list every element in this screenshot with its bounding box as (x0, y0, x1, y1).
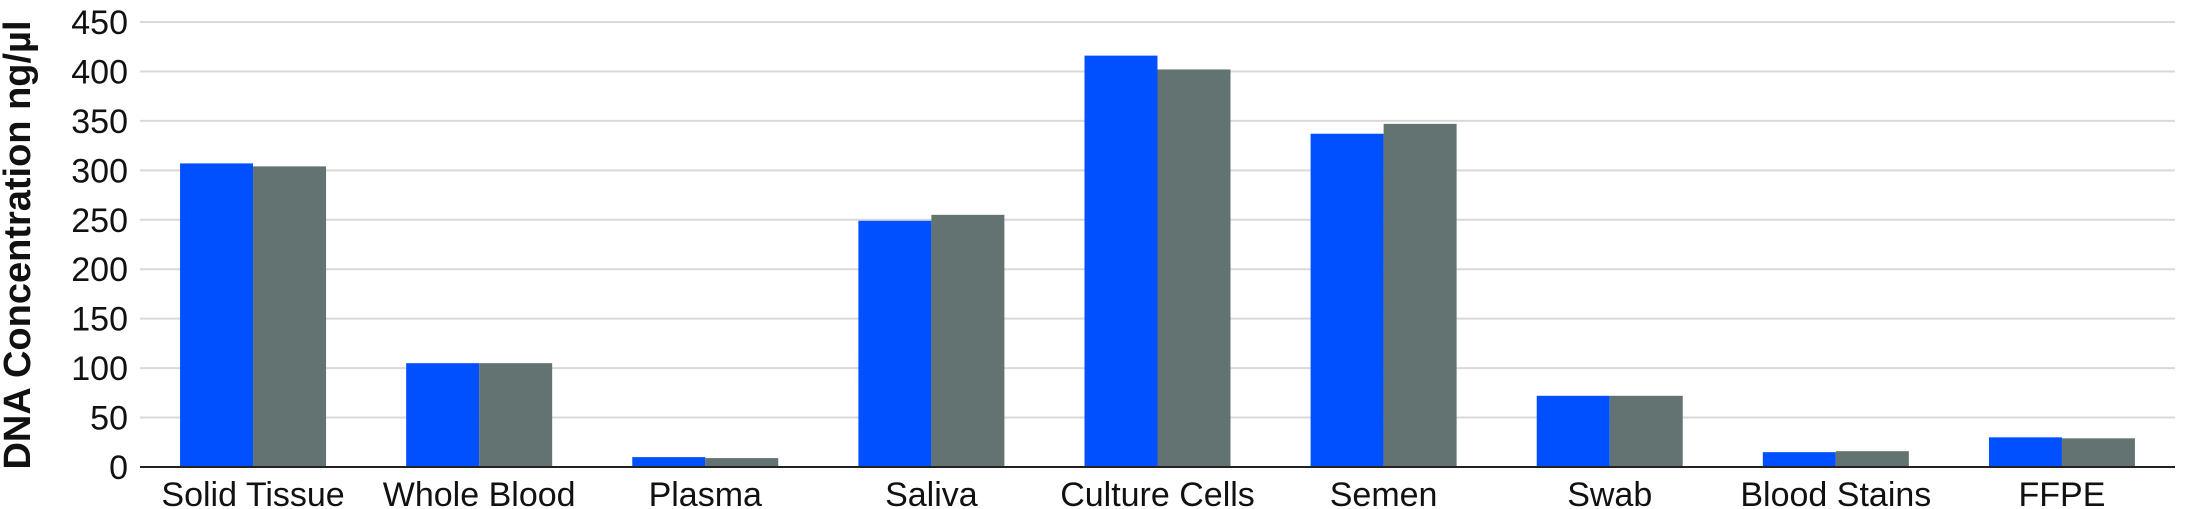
bar-series-1 (1762, 452, 1836, 467)
bar-series-1 (406, 363, 480, 467)
bar-series-1 (180, 163, 254, 467)
x-tick-label: Solid Tissue (161, 476, 344, 509)
y-tick-label: 0 (109, 449, 128, 487)
bar-series-1 (1536, 395, 1610, 467)
x-tick-label: Semen (1330, 476, 1438, 509)
y-tick-label: 150 (71, 301, 128, 339)
x-tick-label: FFPE (2018, 476, 2105, 509)
y-tick-label: 450 (71, 4, 128, 42)
x-tick-label: Culture Cells (1060, 476, 1255, 509)
y-tick-label: 300 (71, 152, 128, 190)
y-tick-label: 350 (71, 103, 128, 141)
y-axis-title: DNA Concentration ng/µl (0, 20, 39, 469)
bar-series-2 (1609, 395, 1683, 467)
bar-series-1 (858, 220, 932, 467)
bar-series-2 (1383, 123, 1457, 467)
bar-series-1 (632, 457, 706, 467)
x-tick-label: Saliva (885, 476, 978, 509)
y-tick-label: 200 (71, 251, 128, 289)
x-tick-label: Plasma (649, 476, 762, 509)
bar-series-2 (1157, 69, 1231, 467)
x-tick-label: Blood Stains (1740, 476, 1931, 509)
y-tick-label: 100 (71, 350, 128, 388)
bar-series-2 (705, 458, 779, 467)
bar-series-2 (1835, 451, 1909, 467)
y-tick-label: 50 (90, 400, 128, 438)
y-tick-labels: 0 50 100 150 200 250 300 350 400 450 (71, 4, 128, 487)
bar-series-2 (253, 166, 327, 467)
y-tick-label: 250 (71, 202, 128, 240)
bar-series-1 (1988, 437, 2062, 467)
bar-series-2 (2061, 438, 2135, 467)
bar-series-2 (479, 363, 553, 467)
x-tick-label: Swab (1567, 476, 1652, 509)
x-tick-labels: Solid Tissue Whole Blood Plasma Saliva Cultu… (161, 476, 2105, 509)
bar-series-1 (1084, 55, 1158, 467)
bars (180, 55, 2135, 467)
y-tick-label: 400 (71, 53, 128, 91)
bar-series-2 (931, 214, 1005, 467)
x-tick-label: Whole Blood (383, 476, 576, 509)
bar-series-1 (1310, 133, 1384, 467)
